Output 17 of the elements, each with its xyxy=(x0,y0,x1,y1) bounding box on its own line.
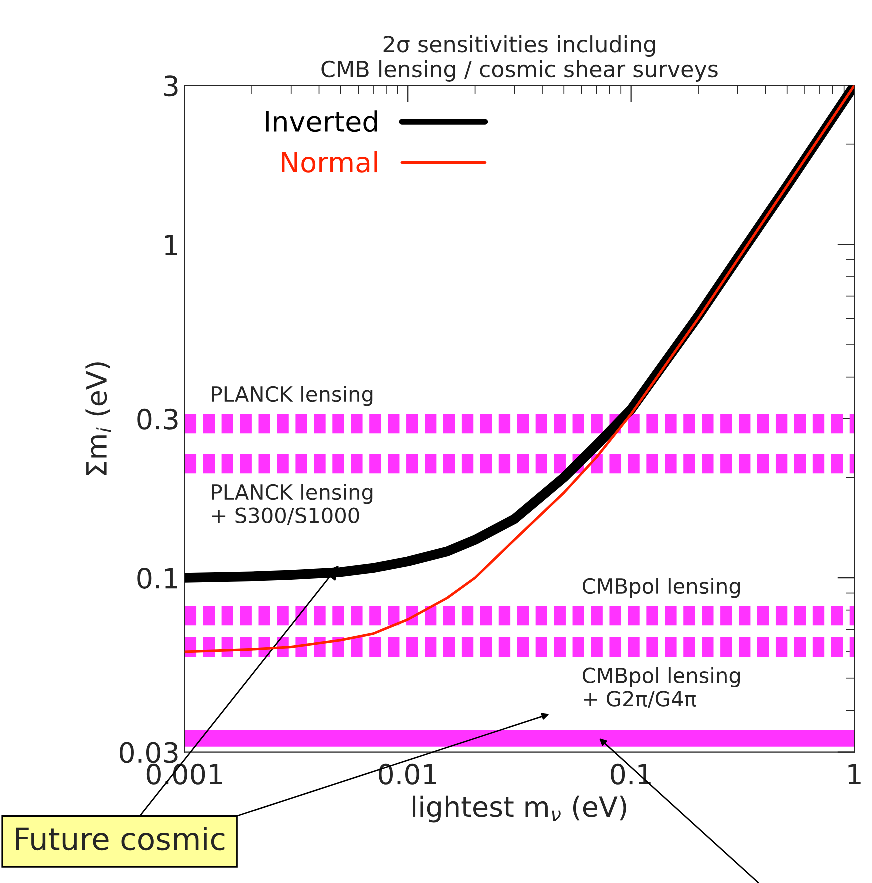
text: Future cosmic xyxy=(16,826,225,851)
ref-line-label: PLANCK lensing + S300/S1000 xyxy=(212,484,373,526)
y-tick-label: 0.1 xyxy=(138,568,178,589)
y-tick-label: 3 xyxy=(164,76,178,97)
x-tick-label: 0.01 xyxy=(379,764,436,785)
ref-line-label: CMBpol lensing + G2π/G4π xyxy=(582,667,740,708)
ref-line-label: CMBpol lensing xyxy=(582,578,740,598)
y-tick-label: 0.03 xyxy=(120,742,178,764)
chart-title: 2σ sensitivities including CMB lensing / cosmic shear surveys xyxy=(322,36,718,82)
y-axis-title: Σm$_{i}$ (eV) xyxy=(86,362,112,476)
legend-label: Inverted xyxy=(266,110,378,132)
ref-line-label: PLANCK lensing xyxy=(212,386,373,406)
y-tick-label: 1 xyxy=(165,234,178,256)
x-axis-title: lightest m$_{ν}$ (eV) xyxy=(413,796,626,823)
x-tick-label: 1 xyxy=(848,764,861,785)
y-tick-label: 0.3 xyxy=(138,408,178,430)
legend-label: Normal xyxy=(282,151,378,173)
